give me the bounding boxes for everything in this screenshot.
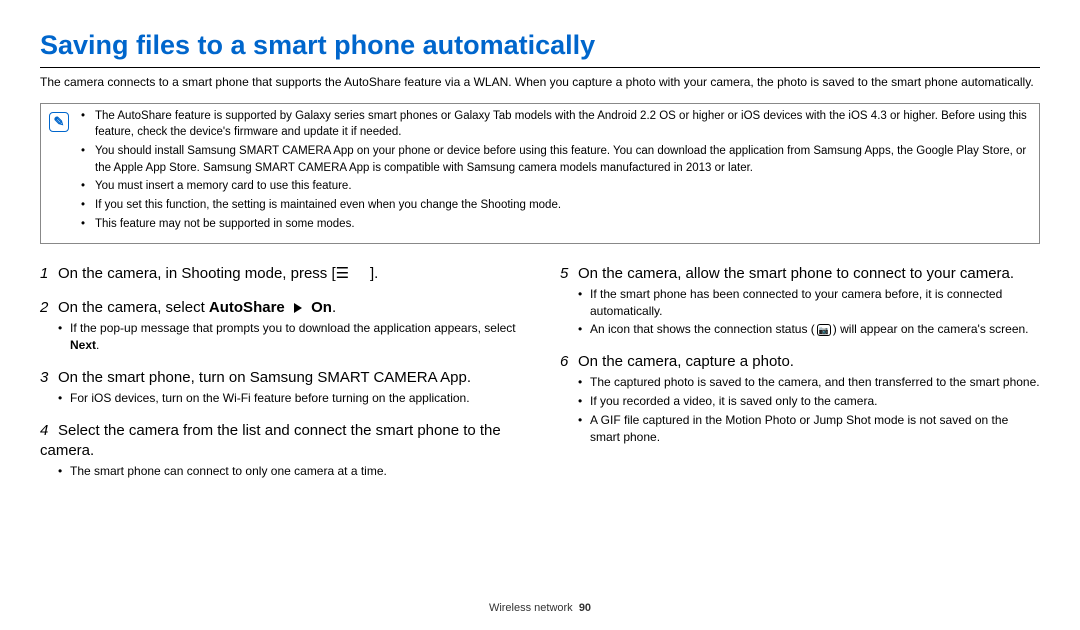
step-pre: On the smart phone, turn on Samsung SMAR… [58,369,471,386]
step-text: 1On the camera, in Shooting mode, press … [40,264,520,284]
step-sub-list: The smart phone can connect to only one … [58,463,520,480]
step-text: 5On the camera, allow the smart phone to… [560,264,1040,284]
step-3: 3On the smart phone, turn on Samsung SMA… [40,368,520,407]
title-underline [40,67,1040,68]
intro-paragraph: The camera connects to a smart phone tha… [40,74,1040,91]
step-text: 4Select the camera from the list and con… [40,421,520,462]
page-footer: Wireless network 90 [0,602,1080,614]
sub-item: If the pop-up message that prompts you t… [58,320,520,354]
sub-item: The smart phone can connect to only one … [58,463,520,480]
step-post: ]. [370,265,378,282]
sub-item: A GIF file captured in the Motion Photo … [578,412,1040,446]
step-number: 2 [40,298,58,318]
step-post: . [332,299,336,316]
connection-status-icon: 📷 [817,324,831,336]
menu-icon: ☰ [336,265,349,282]
step-5: 5On the camera, allow the smart phone to… [560,264,1040,339]
note-list: The AutoShare feature is supported by Ga… [81,108,1031,235]
note-item: The AutoShare feature is supported by Ga… [81,108,1031,141]
sub-text: If the pop-up message that prompts you t… [70,321,516,352]
step-1: 1On the camera, in Shooting mode, press … [40,264,520,284]
page-number: 90 [579,602,591,614]
step-pre: Select the camera from the list and conn… [40,422,501,459]
note-item: You must insert a memory card to use thi… [81,178,1031,195]
step-sub-list: The captured photo is saved to the camer… [578,374,1040,445]
step-sub-list: If the smart phone has been connected to… [578,286,1040,338]
step-sub-list: For iOS devices, turn on the Wi-Fi featu… [58,390,520,407]
step-2: 2On the camera, select AutoShare On. If … [40,298,520,354]
sub-item: If the smart phone has been connected to… [578,286,1040,320]
step-pre: On the camera, allow the smart phone to … [578,265,1014,282]
step-6: 6On the camera, capture a photo. The cap… [560,352,1040,445]
sub-item: If you recorded a video, it is saved onl… [578,393,1040,410]
step-number: 6 [560,352,578,372]
sub-item: An icon that shows the connection status… [578,321,1040,338]
note-item: This feature may not be supported in som… [81,216,1031,233]
step-bold: On [311,299,332,316]
right-arrow-icon [294,303,302,313]
step-number: 4 [40,421,58,441]
step-text: 3On the smart phone, turn on Samsung SMA… [40,368,520,388]
step-number: 1 [40,264,58,284]
step-bold: AutoShare [209,299,285,316]
note-item: If you set this function, the setting is… [81,197,1031,214]
step-4: 4Select the camera from the list and con… [40,421,520,480]
note-box: ✎ The AutoShare feature is supported by … [40,103,1040,244]
step-text: 6On the camera, capture a photo. [560,352,1040,372]
step-sub-list: If the pop-up message that prompts you t… [58,320,520,354]
footer-label: Wireless network [489,602,573,614]
step-pre: On the camera, select [58,299,209,316]
left-column: 1On the camera, in Shooting mode, press … [40,264,520,494]
page-title: Saving files to a smart phone automatica… [40,30,1040,61]
right-column: 5On the camera, allow the smart phone to… [560,264,1040,494]
content-columns: 1On the camera, in Shooting mode, press … [40,264,1040,494]
step-number: 5 [560,264,578,284]
note-pencil-icon: ✎ [49,112,69,132]
sub-item: For iOS devices, turn on the Wi-Fi featu… [58,390,520,407]
step-number: 3 [40,368,58,388]
note-item: You should install Samsung SMART CAMERA … [81,143,1031,176]
step-pre: On the camera, in Shooting mode, press [ [58,265,336,282]
step-pre: On the camera, capture a photo. [578,353,794,370]
sub-item: The captured photo is saved to the camer… [578,374,1040,391]
step-text: 2On the camera, select AutoShare On. [40,298,520,318]
